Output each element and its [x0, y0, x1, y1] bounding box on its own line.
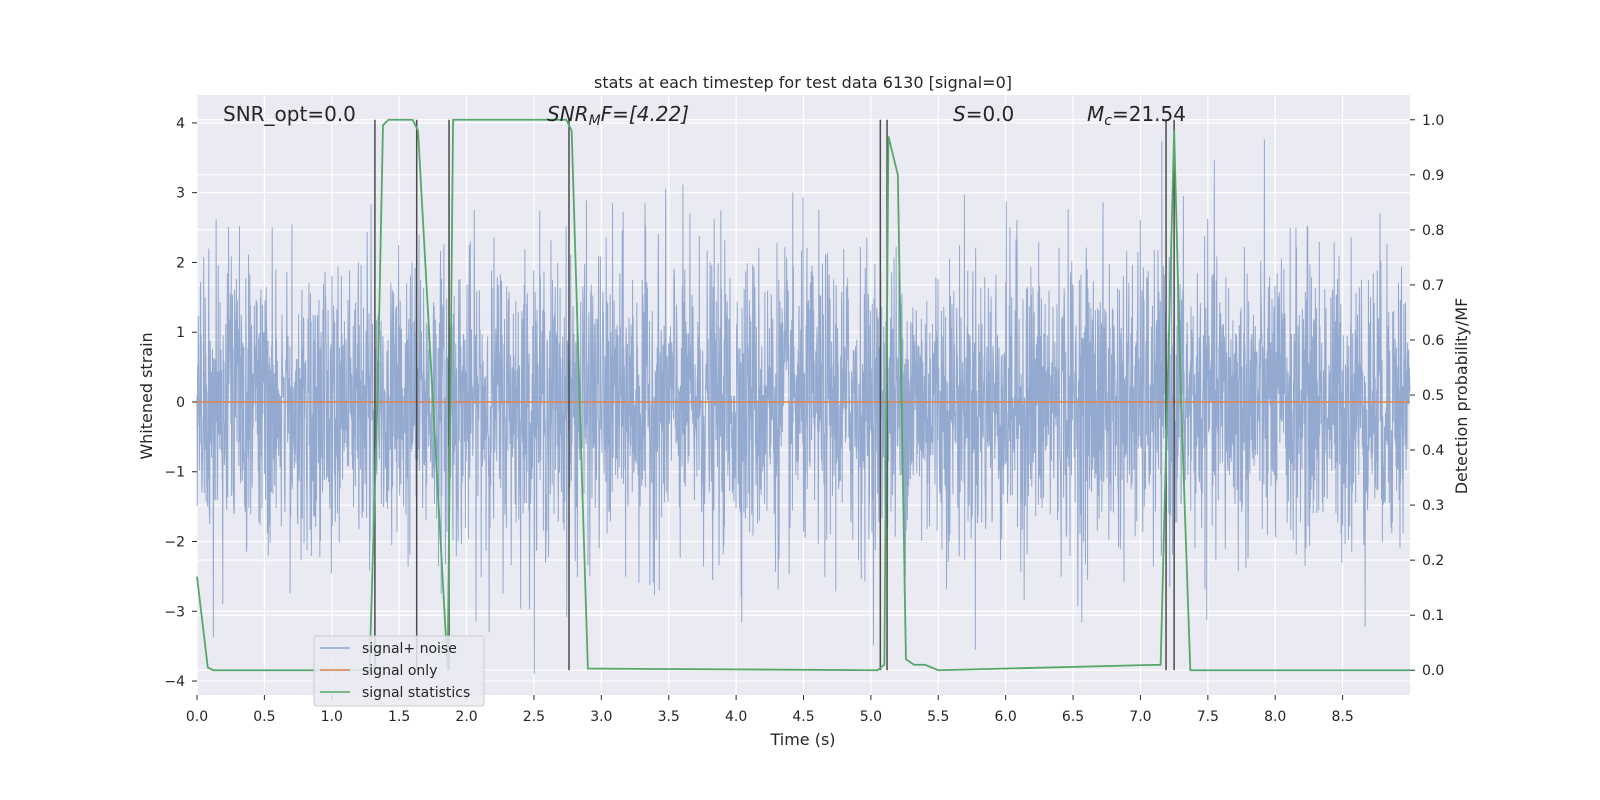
- annotation-s: S=0.0: [953, 102, 1014, 126]
- x-axis-label: Time (s): [769, 730, 835, 749]
- series-signal-statistics-line: [196, 118, 1410, 672]
- x-tick-label: 0.0: [186, 709, 208, 725]
- y-right-tick-label: 0.2: [1422, 553, 1444, 569]
- y-right-tick-label: 0.8: [1422, 223, 1444, 239]
- annotation-snr-mf-main: SNR: [547, 102, 589, 126]
- y-tick-label: −1: [164, 465, 185, 481]
- annotation-mc-rest: =21.54: [1112, 102, 1186, 126]
- y-axis-right-label: Detection probability/MF: [1452, 298, 1471, 495]
- y-right-tick-label: 1.0: [1422, 113, 1444, 129]
- x-tick-label: 4.0: [725, 709, 747, 725]
- series-signal-noise-line: [196, 139, 1411, 675]
- x-tick-label: 5.5: [927, 709, 949, 725]
- x-tick-label: 7.5: [1197, 709, 1219, 725]
- x-tick-label: 2.5: [523, 709, 545, 725]
- annotation-snr-mf: SNRMF=[4.22]: [547, 102, 689, 129]
- x-tick-label: 1.5: [388, 709, 410, 725]
- signal-statistics-series: [196, 118, 1410, 672]
- y-axis-label: Whitened strain: [137, 332, 156, 459]
- y-tick-label: −4: [164, 674, 185, 690]
- y-tick-label: 1: [176, 325, 185, 341]
- y-right-tick-label: 0.4: [1422, 443, 1444, 459]
- y-right-tick-label: 0.9: [1422, 168, 1444, 184]
- x-axis-ticks: 0.0 0.5 1.0 1.5 2.0 2.5 3.0 3.5 4.0 4.5 5.0 5.5 6.0 6…: [186, 695, 1354, 725]
- y-tick-label: 0: [176, 395, 185, 411]
- legend-label-signal-noise: signal+ noise: [362, 641, 457, 657]
- y-axis-ticks: 4 3 2 1 0 −1 −2 −3 −4: [164, 116, 197, 690]
- y-right-tick-label: 0.0: [1422, 663, 1444, 679]
- signal-noise-series: [196, 139, 1411, 675]
- y-axis-right-ticks: 1.0 0.9 0.8 0.7 0.6 0.5 0.4 0.3 0.2 0.1 0.0: [1410, 113, 1444, 679]
- y-tick-label: 3: [176, 186, 185, 202]
- annotation-mc: Mc=21.54: [1087, 102, 1186, 129]
- annotation-snr-opt: SNR_opt=0.0: [223, 102, 356, 126]
- x-tick-label: 1.0: [321, 709, 343, 725]
- x-tick-label: 3.5: [658, 709, 680, 725]
- annotation-s-rest: =0.0: [966, 102, 1015, 126]
- x-tick-label: 6.5: [1062, 709, 1084, 725]
- annotation-snr-mf-sub: M: [589, 113, 601, 129]
- x-tick-label: 0.5: [253, 709, 275, 725]
- x-tick-label: 6.0: [995, 709, 1017, 725]
- annotation-snr-mf-rest: F=[4.22]: [601, 102, 689, 126]
- annotation-mc-sub: c: [1104, 113, 1112, 129]
- legend: signal+ noise signal only signal statist…: [313, 635, 485, 707]
- x-tick-label: 8.5: [1331, 709, 1353, 725]
- legend-label-signal-statistics: signal statistics: [362, 685, 470, 701]
- y-tick-label: 2: [176, 255, 185, 271]
- x-tick-label: 5.0: [860, 709, 882, 725]
- x-tick-label: 3.0: [590, 709, 612, 725]
- y-tick-label: −3: [164, 604, 185, 620]
- x-tick-label: 4.5: [792, 709, 814, 725]
- legend-label-signal-only: signal only: [362, 663, 437, 679]
- x-tick-label: 8.0: [1264, 709, 1286, 725]
- y-tick-label: 4: [176, 116, 185, 132]
- y-right-tick-label: 0.5: [1422, 388, 1444, 404]
- y-right-tick-label: 0.6: [1422, 333, 1444, 349]
- x-tick-label: 7.0: [1129, 709, 1151, 725]
- x-tick-label: 2.0: [455, 709, 477, 725]
- y-tick-label: −2: [164, 535, 185, 551]
- chart-title: stats at each timestep for test data 613…: [594, 73, 1012, 92]
- legend-box: [313, 635, 485, 707]
- y-right-tick-label: 0.3: [1422, 498, 1444, 514]
- annotation-s-main: S: [953, 102, 966, 126]
- annotation-mc-main: M: [1087, 102, 1104, 126]
- y-right-tick-label: 0.7: [1422, 278, 1444, 294]
- y-right-tick-label: 0.1: [1422, 608, 1444, 624]
